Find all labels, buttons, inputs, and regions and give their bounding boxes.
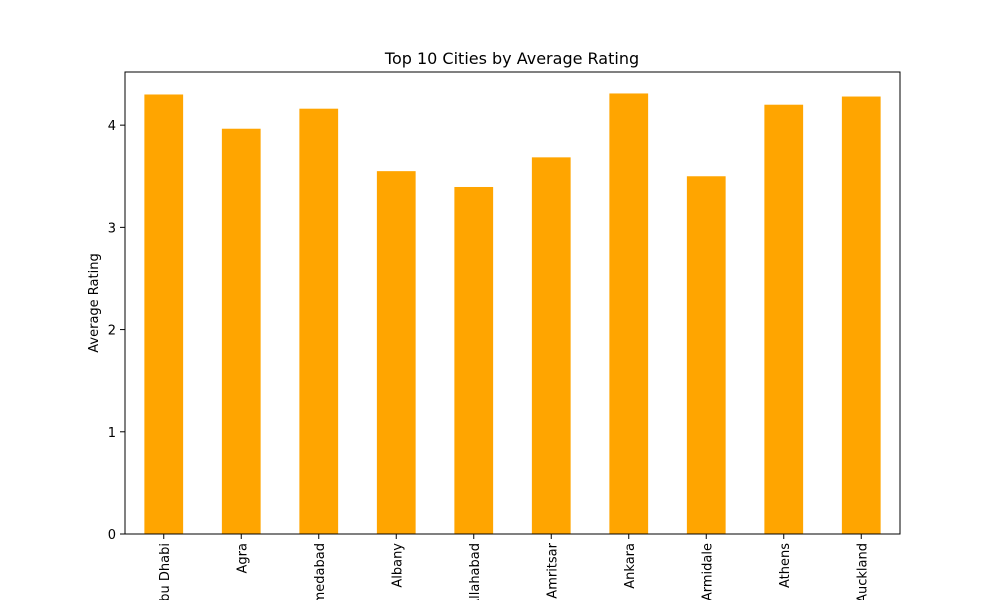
bar — [221, 128, 261, 535]
chart-title: Top 10 Cities by Average Rating — [384, 49, 639, 68]
x-tick-label: Auckland — [855, 543, 870, 600]
x-tick-label: Amritsar — [545, 542, 560, 598]
x-tick-label: Allahabad — [468, 543, 483, 600]
y-axis-label: Average Rating — [87, 253, 102, 352]
bar — [454, 186, 494, 535]
y-axis-ticks: 0 1 2 3 4 — [108, 119, 125, 543]
bar — [376, 171, 416, 534]
bar — [841, 96, 881, 534]
x-tick-label: Agra — [235, 543, 250, 573]
bars-group — [144, 93, 881, 535]
y-tick-label: 0 — [108, 528, 116, 543]
bar — [609, 93, 649, 535]
bar — [299, 108, 339, 534]
x-tick-label: Albany — [390, 543, 405, 588]
bar — [764, 104, 804, 535]
x-axis-ticks: Abu Dhabi Agra Ahmedabad Albany Allahabad Amr… — [158, 534, 870, 600]
y-tick-label: 1 — [108, 426, 116, 441]
x-tick-label: Ankara — [623, 543, 638, 589]
bar — [144, 94, 184, 535]
y-tick-label: 3 — [108, 221, 116, 236]
y-tick-label: 4 — [108, 119, 116, 134]
y-tick-label: 2 — [108, 324, 116, 339]
x-tick-label: Ahmedabad — [313, 543, 328, 600]
x-tick-label: Abu Dhabi — [158, 543, 173, 600]
x-tick-label: Armidale — [700, 543, 715, 600]
bar — [686, 176, 726, 534]
plot-area-frame — [124, 71, 901, 535]
x-tick-label: Athens — [778, 543, 793, 588]
bar — [531, 157, 571, 534]
